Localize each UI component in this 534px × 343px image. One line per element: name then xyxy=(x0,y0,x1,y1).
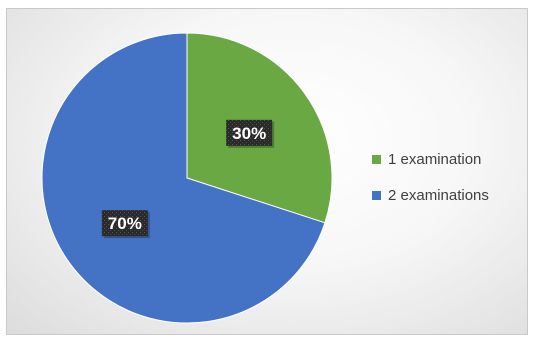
legend-item-2-examinations: 2 examinations xyxy=(372,183,532,207)
legend-label-1-examination: 1 examination xyxy=(388,150,482,168)
legend-item-1-examination: 1 examination xyxy=(372,147,532,171)
legend: 1 examination 2 examinations xyxy=(372,147,532,219)
data-label-2-examinations: 70% xyxy=(101,210,150,239)
legend-swatch-1-examination xyxy=(372,154,381,164)
pie-slice-2-examinations xyxy=(41,32,326,324)
data-label-1-examination: 30% xyxy=(226,119,275,148)
legend-swatch-2-examinations xyxy=(372,190,381,200)
data-label-text-2-examinations: 70% xyxy=(108,214,142,233)
data-label-text-1-examination: 30% xyxy=(232,124,266,143)
legend-label-2-examinations: 2 examinations xyxy=(388,186,489,204)
